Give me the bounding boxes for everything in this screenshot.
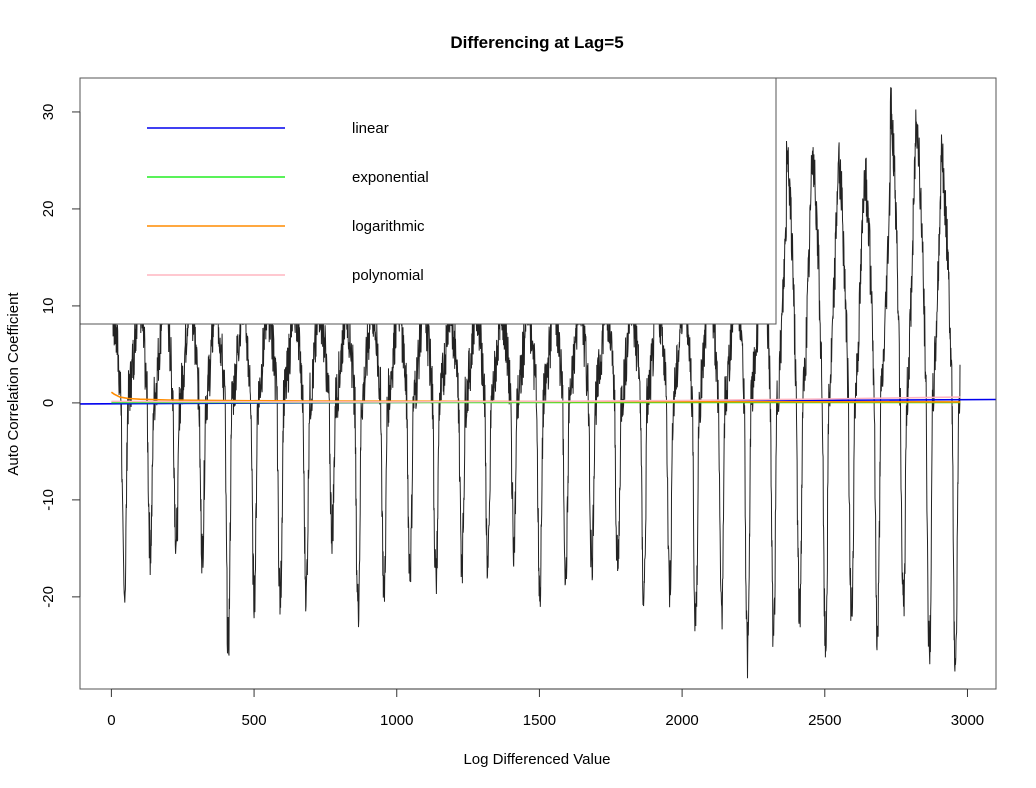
y-axis-label: Auto Correlation Coefficient xyxy=(5,292,22,476)
differenced-series-line xyxy=(110,87,961,679)
x-tick-label: 1500 xyxy=(523,712,556,729)
legend-label-logarithmic: logarithmic xyxy=(352,218,425,235)
polynomial-fit-line xyxy=(111,396,961,403)
series-layer xyxy=(110,87,961,679)
legend-entries: linear exponential logarithmic polynomial xyxy=(147,120,429,284)
logarithmic-fit-line xyxy=(110,391,961,403)
y-axis: -20 -10 0 10 20 30 xyxy=(40,104,81,608)
legend-box xyxy=(79,77,777,325)
x-axis-label: Log Differenced Value xyxy=(463,751,610,768)
y-tick-label: 30 xyxy=(40,104,57,121)
y-tick-label: 10 xyxy=(40,298,57,315)
legend-label-polynomial: polynomial xyxy=(352,267,424,284)
x-tick-label: 1000 xyxy=(380,712,413,729)
x-tick-label: 2500 xyxy=(808,712,841,729)
x-tick-label: 0 xyxy=(107,712,115,729)
fit-lines-layer xyxy=(80,391,996,405)
legend: linear exponential logarithmic polynomial xyxy=(79,77,777,325)
x-tick-label: 500 xyxy=(242,712,267,729)
y-tick-label: 0 xyxy=(40,399,57,407)
x-axis: 0 500 1000 1500 2000 2500 3000 xyxy=(107,688,984,729)
y-tick-label: 20 xyxy=(40,201,57,218)
y-tick-label: -20 xyxy=(40,586,57,608)
legend-label-exponential: exponential xyxy=(352,169,429,186)
y-tick-label: -10 xyxy=(40,489,57,511)
chart-title: Differencing at Lag=5 xyxy=(450,33,623,52)
x-tick-label: 2000 xyxy=(665,712,698,729)
legend-label-linear: linear xyxy=(352,120,389,137)
x-tick-label: 3000 xyxy=(951,712,984,729)
